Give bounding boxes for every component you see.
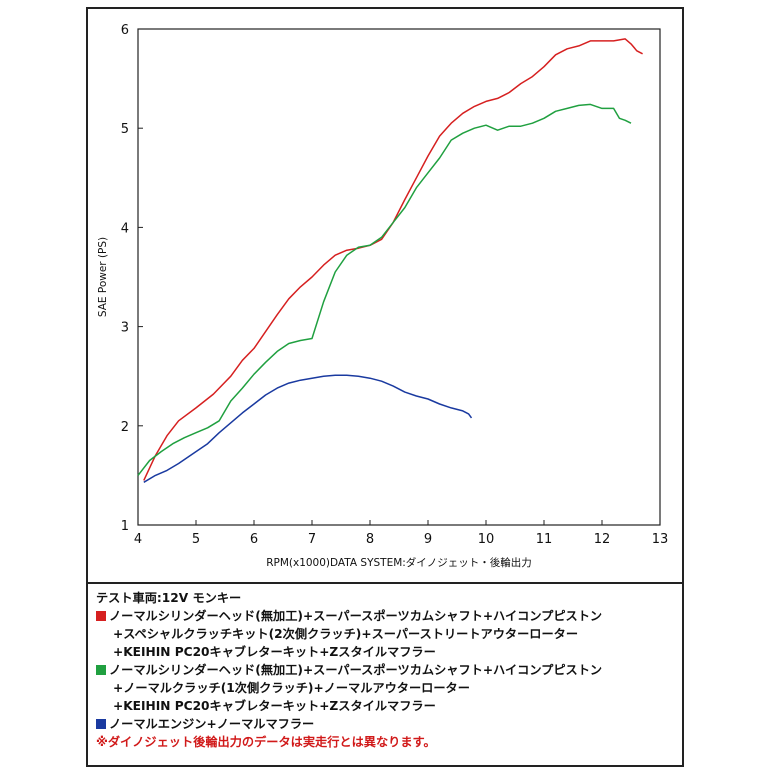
legend-red-line3: +KEIHIN PC20キャブレターキット+Zスタイルマフラー <box>113 645 436 659</box>
y-tick-label: 2 <box>121 420 129 435</box>
x-axis-label: RPM(x1000)DATA SYSTEM:ダイノジェット・後輪出力 <box>266 556 532 569</box>
legend: テスト車両:12V モンキー ノーマルシリンダーヘッド(無加工)+スーパースポー… <box>96 589 676 751</box>
x-tick-label: 5 <box>192 532 200 547</box>
y-tick-label: 4 <box>121 221 129 236</box>
series-blue-line <box>143 374 473 483</box>
legend-red-line1: ノーマルシリンダーヘッド(無加工)+スーパースポーツカムシャフト+ハイコンプピス… <box>109 609 603 623</box>
x-tick-label: 4 <box>134 532 142 547</box>
y-tick-label: 5 <box>121 122 129 137</box>
x-tick-label: 12 <box>594 532 611 547</box>
legend-green-line3: +KEIHIN PC20キャブレターキット+Zスタイルマフラー <box>113 699 436 713</box>
legend-item-green: ノーマルシリンダーヘッド(無加工)+スーパースポーツカムシャフト+ハイコンプピス… <box>96 661 676 679</box>
series-green-line <box>137 103 632 476</box>
legend-blue-line1: ノーマルエンジン+ノーマルマフラー <box>109 717 315 731</box>
green-swatch-icon <box>96 665 106 675</box>
legend-item-red: ノーマルシリンダーヘッド(無加工)+スーパースポーツカムシャフト+ハイコンプピス… <box>96 607 676 625</box>
y-tick-label: 3 <box>121 321 129 336</box>
legend-green-line1: ノーマルシリンダーヘッド(無加工)+スーパースポーツカムシャフト+ハイコンプピス… <box>109 663 603 677</box>
y-tick-label: 1 <box>121 519 129 534</box>
plot-area <box>137 28 661 526</box>
x-tick-label: 9 <box>424 532 432 547</box>
blue-swatch-icon <box>96 719 106 729</box>
legend-divider <box>88 582 682 584</box>
series-red-line <box>143 38 643 481</box>
legend-red-line2: +スペシャルクラッチキット(2次側クラッチ)+スーパーストリートアウターローター <box>113 627 579 641</box>
legend-green-line2: +ノーマルクラッチ(1次側クラッチ)+ノーマルアウターローター <box>113 681 470 695</box>
x-tick-label: 6 <box>250 532 258 547</box>
red-swatch-icon <box>96 611 106 621</box>
x-tick-label: 11 <box>536 532 553 547</box>
x-tick-label: 13 <box>652 532 669 547</box>
y-tick-label: 6 <box>121 23 129 38</box>
x-tick-label: 8 <box>366 532 374 547</box>
disclaimer-note: ※ダイノジェット後輪出力のデータは実走行とは異なります。 <box>96 735 436 749</box>
x-tick-label: 7 <box>308 532 316 547</box>
legend-item-blue: ノーマルエンジン+ノーマルマフラー <box>96 715 676 733</box>
vehicle-label: テスト車両:12V モンキー <box>96 591 242 605</box>
x-tick-label: 10 <box>478 532 495 547</box>
y-axis-label: SAE Power (PS) <box>97 237 109 317</box>
